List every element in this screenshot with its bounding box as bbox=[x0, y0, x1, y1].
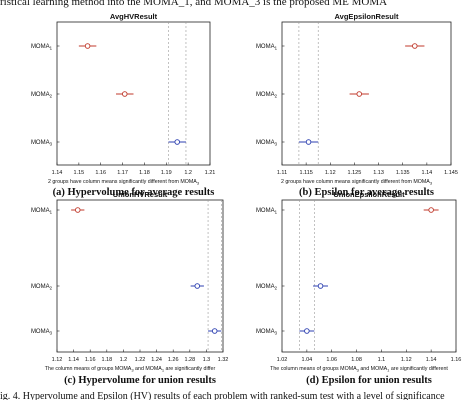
panel-title: AvgEpsilonResult bbox=[335, 12, 399, 21]
mean-marker bbox=[211, 328, 218, 334]
x-tick-label: 1.16 bbox=[95, 170, 106, 176]
x-tick-label: 1.2 bbox=[120, 357, 128, 363]
figure-caption-line: ig. 4. Hypervolume and Epsilon (HV) resu… bbox=[0, 391, 445, 400]
mean-marker bbox=[304, 328, 310, 334]
x-tick-label: 1.16 bbox=[451, 357, 462, 363]
x-tick-label: 1.32 bbox=[218, 357, 229, 363]
x-tick-label: 1.12 bbox=[401, 357, 412, 363]
x-tick-label: 1.16 bbox=[85, 357, 96, 363]
significance-note: 2 groups have column means significantly… bbox=[48, 179, 200, 185]
panel-d: UnionEpsilonResult 1.02 1.04 1.06 1.08 1.1 1.1… bbox=[256, 190, 461, 386]
panel-caption: (c) Hypervolume for union results bbox=[64, 375, 216, 386]
x-tick-label: 1.15 bbox=[73, 170, 84, 176]
x-tick-label: 1.17 bbox=[117, 170, 128, 176]
x-tick-label: 1.04 bbox=[301, 357, 312, 363]
panel-caption: (b) Epsilon for average results bbox=[299, 187, 434, 198]
panel-b: AvgEpsilonResult 1.11 1.115 1.12 1.125 1.13 1.… bbox=[256, 12, 458, 198]
group-label: MOMA3 bbox=[256, 329, 278, 336]
group-label: MOMA3 bbox=[256, 140, 278, 147]
x-tick-label: 1.06 bbox=[326, 357, 337, 363]
x-tick-label: 1.18 bbox=[101, 357, 112, 363]
panel-caption: (a) Hypervolume for average results bbox=[53, 187, 215, 198]
x-tick-label: 1.145 bbox=[444, 170, 458, 176]
body-text-top: ristical learning method into the MOMA_1… bbox=[0, 0, 388, 8]
axes-box bbox=[56, 199, 224, 353]
x-tick-label: 1.14 bbox=[426, 357, 437, 363]
group-label: MOMA3 bbox=[31, 140, 53, 147]
mean-marker bbox=[305, 139, 312, 145]
mean-marker bbox=[84, 43, 91, 49]
x-tick-label: 1.135 bbox=[396, 170, 410, 176]
panel-title: UnionHVResult bbox=[113, 190, 168, 199]
axes-box bbox=[56, 21, 211, 166]
panel-caption: (d) Epsilon for union results bbox=[306, 375, 432, 386]
x-tick-label: 1.13 bbox=[373, 170, 384, 176]
x-tick-label: 1.18 bbox=[139, 170, 150, 176]
x-tick-label: 1.14 bbox=[52, 170, 63, 176]
panel-c: UnionHVResult 1.12 1.14 1.16 1.18 1.2 1.22 1.24… bbox=[31, 190, 228, 386]
x-tick-label: 1.08 bbox=[351, 357, 362, 363]
mean-marker bbox=[412, 43, 418, 49]
group-label: MOMA2 bbox=[256, 92, 278, 99]
panel-a: AvgHVResult 1.14 1.15 1.16 1.17 1.18 1.19 1.2 1.… bbox=[31, 12, 215, 198]
mean-marker bbox=[74, 207, 81, 213]
x-tick-label: 1.28 bbox=[184, 357, 195, 363]
significance-note: 2 groups have column means significantly… bbox=[281, 179, 433, 185]
group-label: MOMA2 bbox=[31, 92, 53, 99]
x-tick-label: 1.02 bbox=[277, 357, 288, 363]
x-tick-label: 1.14 bbox=[421, 170, 432, 176]
axes-box bbox=[281, 199, 457, 353]
panel-title: AvgHVResult bbox=[110, 12, 158, 21]
mean-marker bbox=[317, 283, 324, 289]
x-tick-label: 1.2 bbox=[184, 170, 192, 176]
group-label: MOMA1 bbox=[256, 208, 278, 215]
panel-title: UnionEpsilonResult bbox=[333, 190, 405, 199]
mean-marker bbox=[194, 283, 201, 289]
group-label: MOMA2 bbox=[256, 284, 278, 291]
x-tick-label: 1.115 bbox=[299, 170, 312, 176]
mean-marker bbox=[122, 91, 128, 97]
axes-box bbox=[281, 21, 452, 166]
x-tick-label: 1.1 bbox=[378, 357, 386, 363]
group-label: MOMA1 bbox=[31, 208, 53, 215]
group-label: MOMA2 bbox=[31, 284, 53, 291]
x-tick-label: 1.24 bbox=[151, 357, 162, 363]
significance-note: The column means of groups MOMA3 and MOM… bbox=[270, 366, 448, 372]
x-tick-label: 1.21 bbox=[205, 170, 216, 176]
x-tick-label: 1.3 bbox=[203, 357, 211, 363]
x-tick-label: 1.26 bbox=[168, 357, 179, 363]
group-label: MOMA3 bbox=[31, 329, 53, 336]
x-tick-label: 1.125 bbox=[348, 170, 362, 176]
x-tick-label: 1.12 bbox=[325, 170, 336, 176]
x-tick-label: 1.14 bbox=[68, 357, 79, 363]
x-tick-label: 1.12 bbox=[52, 357, 63, 363]
group-label: MOMA1 bbox=[31, 44, 53, 51]
mean-marker bbox=[356, 91, 363, 97]
x-tick-label: 1.22 bbox=[135, 357, 146, 363]
group-label: MOMA1 bbox=[256, 44, 278, 51]
x-tick-label: 1.19 bbox=[161, 170, 172, 176]
mean-marker bbox=[428, 207, 434, 213]
x-tick-label: 1.11 bbox=[277, 170, 287, 176]
mean-marker bbox=[174, 139, 180, 145]
significance-note: The column means of groups MOMA3 and MOM… bbox=[45, 366, 216, 372]
